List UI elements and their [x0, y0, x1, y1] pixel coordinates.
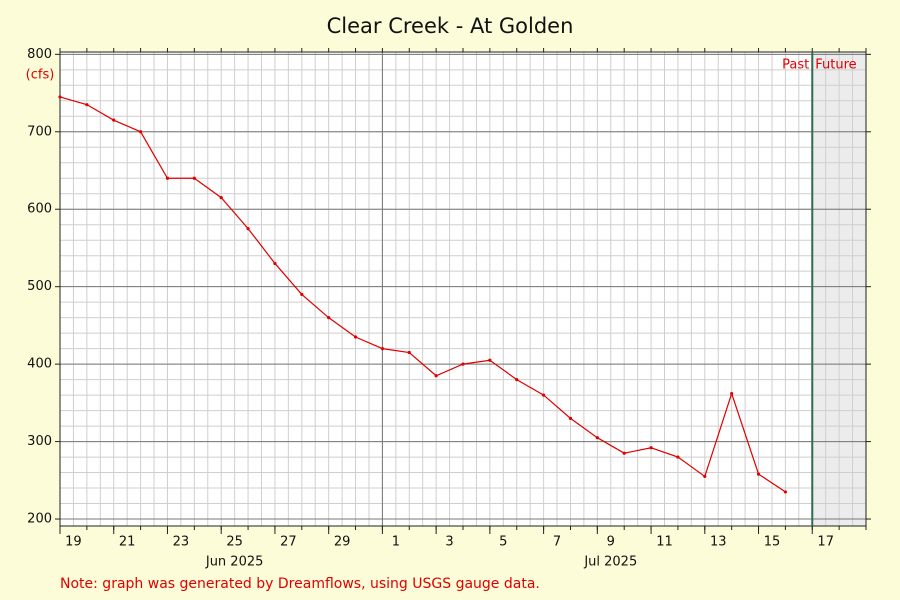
note: Note: graph was generated by Dreamflows,…	[60, 576, 540, 592]
flow-point	[58, 95, 62, 99]
future-label: Future	[815, 58, 856, 73]
flow-point	[756, 472, 761, 476]
flow-point	[783, 490, 788, 494]
flow-point	[85, 103, 89, 107]
y-tick-label: 600	[27, 202, 52, 217]
x-tick-label: 13	[710, 535, 727, 550]
y-tick-label: 700	[27, 124, 52, 139]
flow-line	[59, 96, 786, 493]
flow-point	[488, 358, 492, 362]
flow-point	[515, 378, 519, 382]
x-tick-label: 1	[392, 535, 400, 550]
x-tick-label: 19	[65, 535, 82, 550]
flow-point	[165, 176, 170, 180]
month-label: Jul 2025	[583, 555, 637, 570]
x-tick-label: 15	[764, 535, 781, 550]
x-tick-label: 3	[445, 535, 453, 550]
x-tick-label: 29	[334, 535, 351, 550]
x-tick-label: 7	[553, 535, 561, 550]
plot-frame	[59, 51, 867, 527]
y-tick-label: 800	[27, 47, 52, 62]
x-tick-label: 5	[499, 535, 507, 550]
flow-point	[461, 362, 465, 366]
flow-point	[219, 196, 223, 200]
flow-point	[542, 393, 546, 397]
y-unit: (cfs)	[26, 68, 55, 83]
x-tick-label: 17	[817, 535, 834, 550]
x-tick-label: 27	[280, 535, 297, 550]
past-label: Past	[782, 58, 809, 73]
flow-point	[246, 226, 250, 231]
flow-point	[139, 130, 143, 134]
flow-point	[434, 374, 438, 378]
flow-point	[353, 335, 358, 339]
flow-point	[327, 316, 331, 320]
x-tick-label: 25	[226, 535, 243, 550]
x-tick-label: 21	[119, 535, 136, 550]
flow-point	[568, 416, 573, 420]
y-tick-label: 400	[27, 357, 52, 372]
flow-point	[300, 292, 304, 297]
flow-point	[703, 474, 707, 479]
y-tick-label: 300	[27, 434, 52, 449]
flow-point	[112, 118, 116, 122]
y-tick-label: 500	[27, 279, 52, 294]
y-tick-label: 200	[27, 512, 52, 527]
flow-point	[380, 347, 384, 351]
x-tick-label: 9	[607, 535, 615, 550]
x-tick-label: 11	[656, 535, 673, 550]
flow-point	[407, 350, 411, 355]
flow-point	[730, 391, 734, 396]
flow-point	[595, 436, 599, 440]
flow-point	[676, 455, 680, 459]
x-tick-label: 23	[173, 535, 190, 550]
flow-point	[622, 451, 626, 455]
flow-point	[192, 176, 196, 180]
month-label: Jun 2025	[205, 555, 264, 570]
chart-title: Clear Creek - At Golden	[327, 14, 574, 38]
flow-point	[273, 261, 277, 266]
flow-point	[649, 446, 653, 450]
